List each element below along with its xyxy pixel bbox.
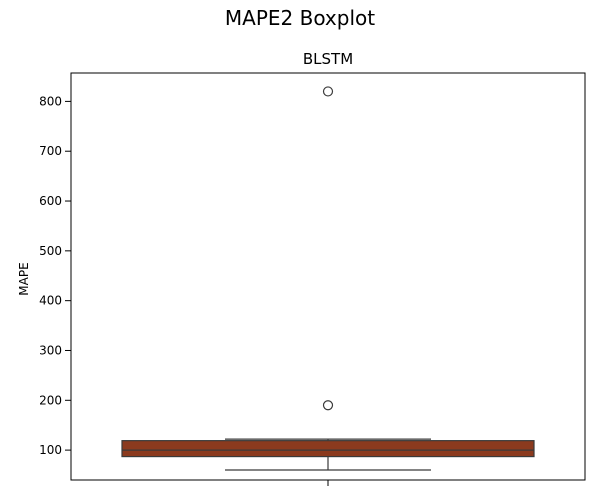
y-tick-label: 400 [39,294,62,308]
y-tick-label: 800 [39,94,62,108]
y-tick-label: 500 [39,244,62,258]
y-tick-label: 200 [39,393,62,407]
figure-suptitle: MAPE2 Boxplot [224,6,376,30]
interquartile-box [121,440,535,458]
axes-title: BLSTM [303,50,353,68]
y-tick-label: 300 [39,343,62,357]
y-axis-label: MAPE [17,262,31,295]
plot-frame [70,72,586,481]
y-axis-ticks: 100 200 300 400 500 600 700 800 [39,94,71,457]
y-tick-label: 100 [39,443,62,457]
plot-layer [121,86,535,471]
outlier-point [322,400,334,411]
outlier-point [322,86,334,97]
y-tick-label: 600 [39,194,62,208]
y-tick-label: 700 [39,144,62,158]
